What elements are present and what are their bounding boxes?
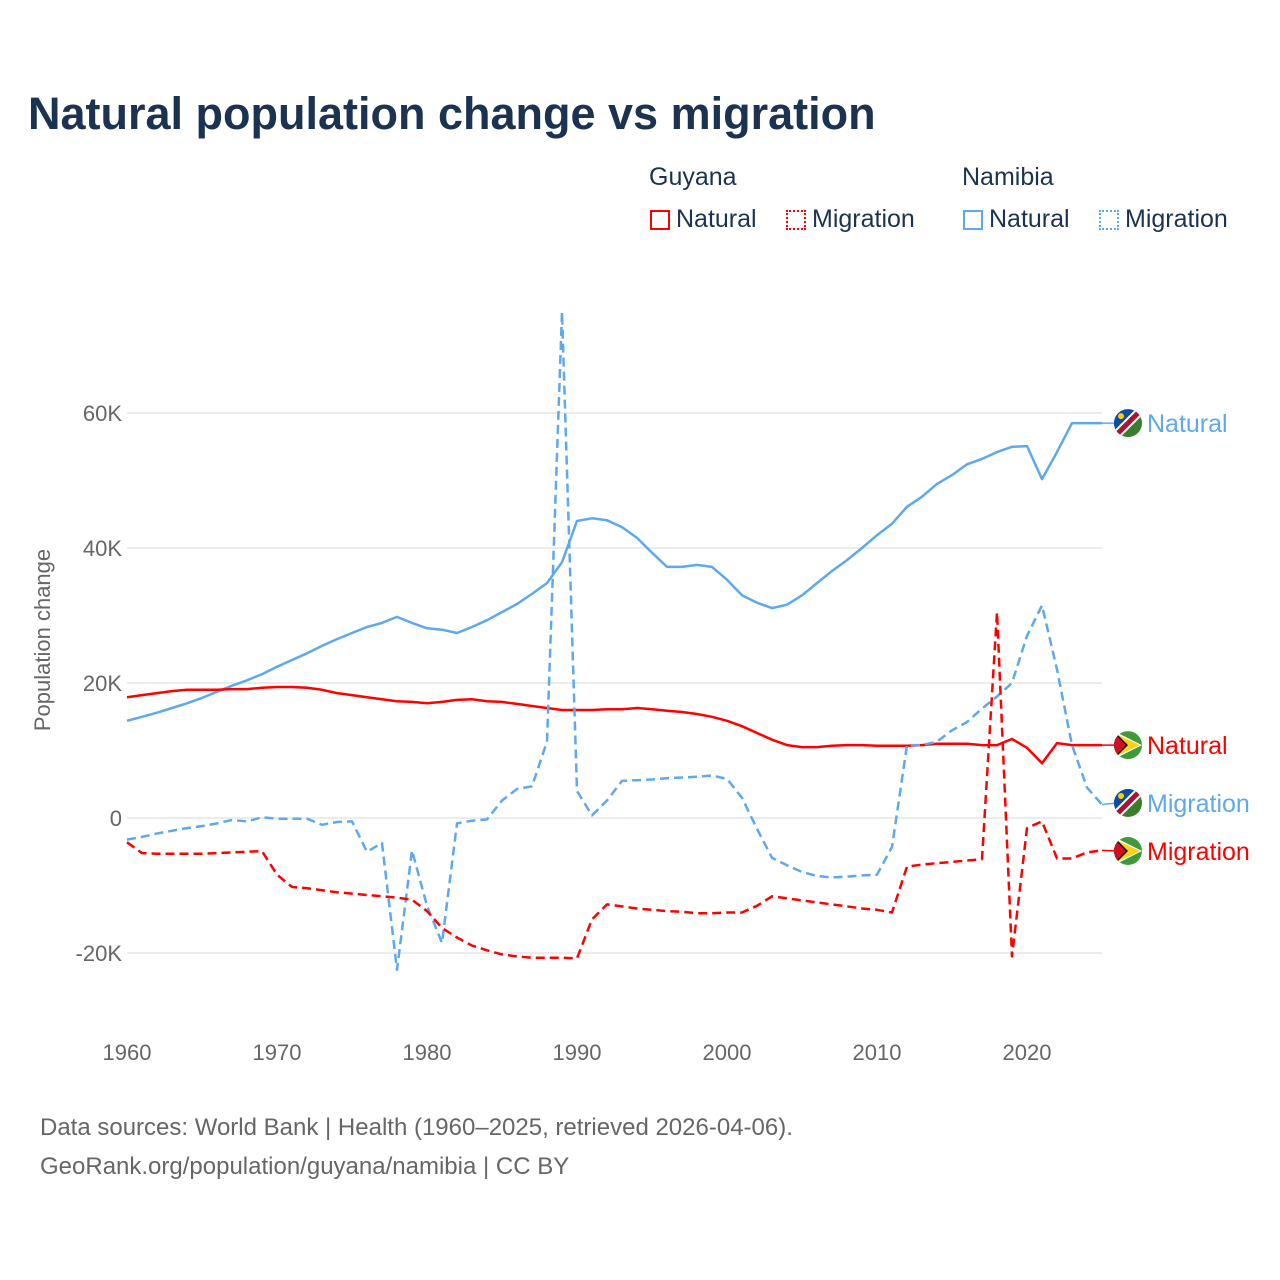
legend-swatch bbox=[963, 209, 983, 230]
end-connector bbox=[1101, 802, 1117, 806]
y-tick-label: -20K bbox=[76, 941, 123, 966]
namibia-flag-icon bbox=[1114, 409, 1142, 438]
x-tick-label: 1970 bbox=[253, 1040, 302, 1065]
end-label-namibia-migration: Migration bbox=[1147, 790, 1250, 818]
x-tick-label: 1980 bbox=[403, 1040, 452, 1065]
y-tick-label: 40K bbox=[83, 536, 122, 561]
end-label-guyana-migration: Migration bbox=[1147, 838, 1250, 866]
chart-title: Natural population change vs migration bbox=[28, 88, 876, 139]
legend-guyana-migration[interactable]: Migration bbox=[786, 205, 915, 234]
footer-credit: GeoRank.org/population/guyana/namibia | … bbox=[40, 1153, 570, 1180]
x-tick-label: 1990 bbox=[553, 1040, 602, 1065]
guyana-flag-icon bbox=[1114, 837, 1142, 865]
y-tick-label: 60K bbox=[83, 401, 122, 426]
end-connector bbox=[1101, 849, 1117, 852]
series-line-namibia-migration[interactable] bbox=[126, 310, 1103, 972]
series-line-namibia-natural[interactable] bbox=[126, 421, 1102, 723]
legend-group-namibia: Namibia bbox=[962, 163, 1054, 191]
legend-guyana-natural[interactable]: Natural bbox=[650, 205, 757, 234]
series-line-guyana-natural[interactable] bbox=[126, 685, 1102, 765]
x-tick-label: 2010 bbox=[853, 1040, 902, 1065]
legend-swatch bbox=[650, 209, 670, 230]
y-tick-label: 0 bbox=[110, 806, 122, 831]
footer: Data sources: World Bank | Health (1960–… bbox=[40, 1108, 793, 1186]
x-tick-label: 2000 bbox=[703, 1040, 752, 1065]
legend-swatch bbox=[1099, 209, 1119, 230]
x-tick-label: 2020 bbox=[1003, 1040, 1052, 1065]
legend-swatch bbox=[786, 209, 806, 230]
y-axis-label: Population change bbox=[30, 549, 55, 731]
end-label-namibia-natural: Natural bbox=[1147, 410, 1228, 438]
legend-label: Natural bbox=[676, 205, 757, 233]
y-tick-label: 20K bbox=[83, 671, 122, 696]
legend-label: Natural bbox=[989, 205, 1070, 233]
series-line-guyana-migration[interactable] bbox=[126, 610, 1103, 960]
guyana-flag-icon bbox=[1114, 731, 1142, 760]
legend-label: Migration bbox=[1125, 205, 1228, 233]
end-label-guyana-natural: Natural bbox=[1147, 732, 1228, 760]
legend-namibia-natural[interactable]: Natural bbox=[963, 205, 1070, 234]
legend-group-guyana: Guyana bbox=[649, 163, 737, 191]
legend-namibia-migration[interactable]: Migration bbox=[1099, 205, 1228, 234]
x-tick-label: 1960 bbox=[103, 1040, 152, 1065]
footer-sources: Data sources: World Bank | Health (1960–… bbox=[40, 1114, 793, 1141]
legend-label: Migration bbox=[812, 205, 915, 233]
namibia-flag-icon bbox=[1114, 789, 1142, 817]
